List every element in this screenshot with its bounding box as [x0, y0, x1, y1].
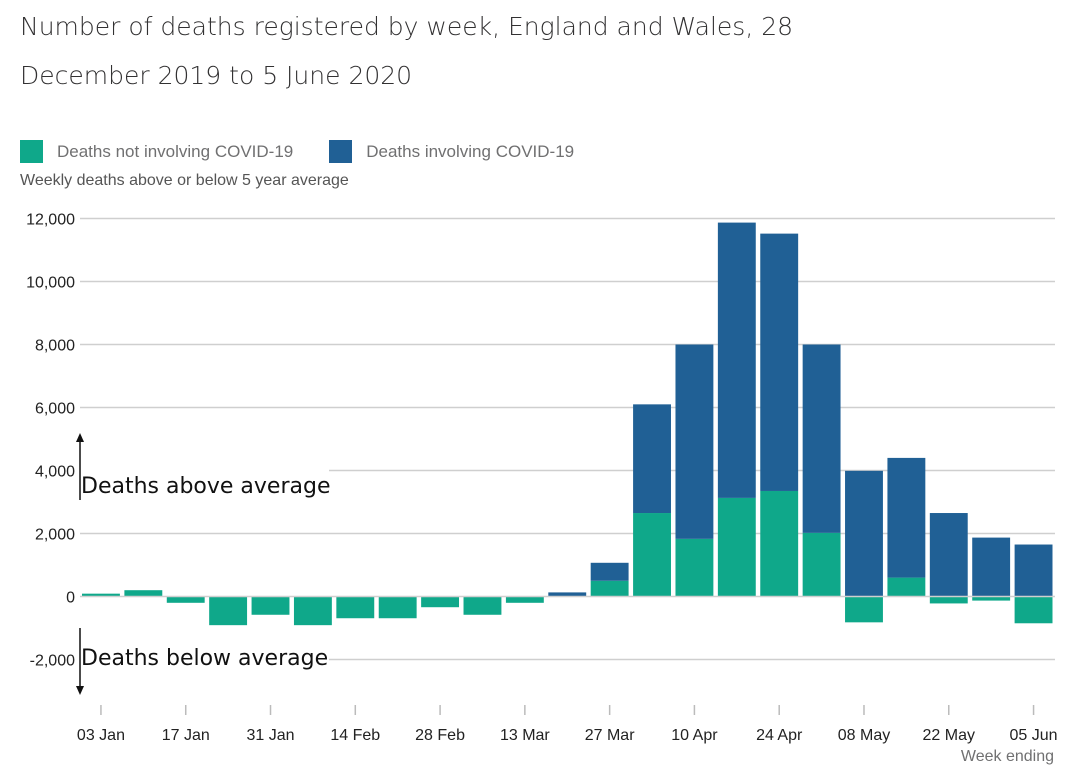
- bar-non-covid: [887, 577, 926, 597]
- bar-non-covid: [929, 596, 968, 604]
- bar-non-covid: [675, 538, 714, 597]
- bar-covid: [633, 404, 671, 514]
- x-tick-label: 13 Mar: [500, 727, 550, 744]
- x-tick-label: 10 Apr: [671, 727, 718, 744]
- bar-covid: [845, 470, 883, 597]
- y-tick-label: 2,000: [35, 527, 75, 544]
- bar-non-covid: [463, 596, 502, 615]
- annotation-above: Deaths above average: [81, 474, 331, 499]
- bar-non-covid: [1014, 596, 1053, 624]
- x-tick-label: 27 Mar: [585, 727, 635, 744]
- bar-covid: [548, 592, 587, 597]
- bar-covid: [590, 562, 629, 581]
- bar-non-covid: [633, 513, 671, 597]
- x-tick-label: 03 Jan: [77, 727, 125, 744]
- x-tick-label: 22 May: [923, 727, 975, 744]
- x-tick-label: 14 Feb: [330, 727, 380, 744]
- y-tick-label: 0: [66, 590, 75, 607]
- y-tick-label: 12,000: [26, 212, 75, 229]
- x-axis-label: Week ending: [961, 748, 1054, 765]
- x-tick-label: 05 Jun: [1010, 727, 1058, 744]
- annotation-below: Deaths below average: [81, 646, 328, 671]
- bar-covid: [1014, 544, 1053, 597]
- y-tick-label: 8,000: [35, 338, 75, 355]
- bar-non-covid: [972, 596, 1011, 601]
- bar-non-covid: [590, 580, 629, 597]
- y-tick-label: 10,000: [26, 275, 75, 292]
- arrow-down-icon: [76, 686, 84, 695]
- chart-title: Number of deaths registered by week, Eng…: [20, 12, 794, 90]
- bar-non-covid: [336, 596, 375, 619]
- x-tick-label: 28 Feb: [415, 727, 465, 744]
- chart-subtitle: Weekly deaths above or below 5 year aver…: [20, 172, 349, 189]
- bar-non-covid: [251, 596, 290, 615]
- bar-non-covid: [421, 596, 460, 608]
- legend-swatch-covid: [329, 140, 353, 163]
- bar-covid: [972, 537, 1011, 597]
- annotation-bg: [79, 468, 329, 502]
- legend: Deaths not involving COVID-19 Deaths inv…: [20, 140, 574, 163]
- legend-label: Deaths not involving COVID-19: [57, 141, 294, 161]
- bar-non-covid: [378, 596, 417, 619]
- bar-non-covid: [82, 593, 120, 597]
- bar-non-covid: [717, 497, 756, 597]
- bar-non-covid: [293, 596, 332, 626]
- bar-non-covid: [845, 596, 883, 623]
- bar-non-covid: [505, 596, 544, 603]
- y-tick-label: 6,000: [35, 401, 75, 418]
- bar-covid: [760, 233, 799, 491]
- annotation-bg: [79, 640, 329, 674]
- x-tick-label: 17 Jan: [162, 727, 210, 744]
- x-tick-label: 08 May: [838, 727, 890, 744]
- y-tick-label: -2,000: [30, 653, 75, 670]
- bar-covid: [802, 344, 841, 533]
- bar-covid: [887, 457, 926, 578]
- arrow-up-icon: [76, 433, 84, 442]
- bar-covid: [675, 344, 714, 539]
- bar-covid: [929, 513, 968, 597]
- legend-swatch-non-covid: [20, 140, 43, 163]
- y-tick-label: 4,000: [35, 464, 75, 481]
- bar-non-covid: [124, 590, 163, 597]
- bar-covid: [717, 222, 756, 498]
- legend-label: Deaths involving COVID-19: [366, 141, 575, 161]
- legend-item-non-covid: Deaths not involving COVID-19: [20, 140, 293, 163]
- bar-non-covid: [209, 596, 248, 626]
- bar-non-covid: [802, 532, 841, 597]
- legend-item-covid: Deaths involving COVID-19: [329, 140, 574, 163]
- x-tick-label: 31 Jan: [246, 727, 294, 744]
- bar-non-covid: [760, 490, 799, 597]
- x-tick-label: 24 Apr: [756, 727, 803, 744]
- bar-non-covid: [166, 596, 205, 603]
